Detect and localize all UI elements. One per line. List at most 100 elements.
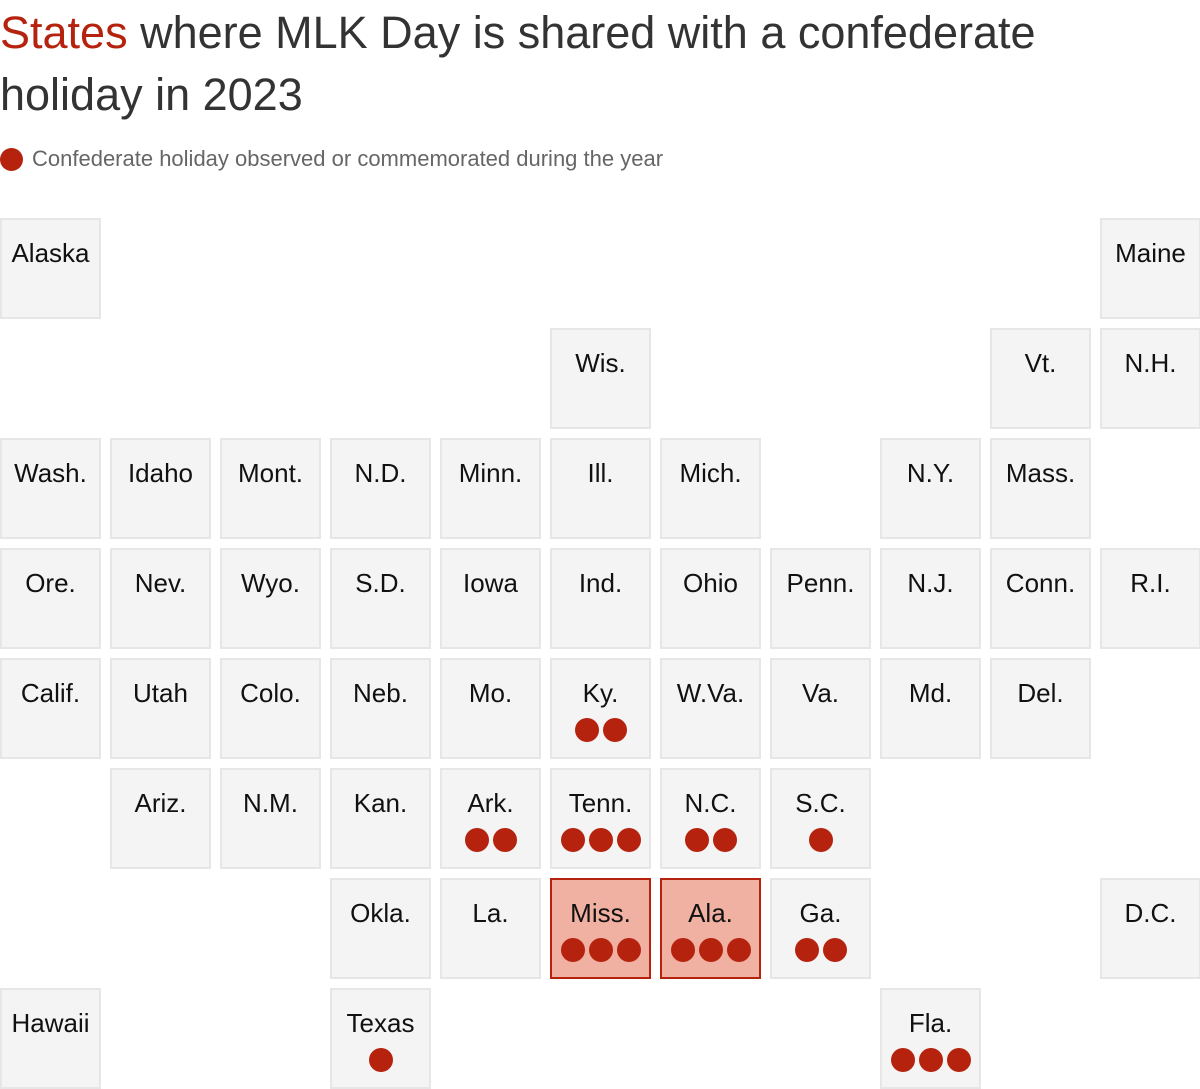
- state-tile: Hawaii: [0, 988, 101, 1089]
- state-tile: Tenn.: [550, 768, 651, 869]
- state-tile: W.Va.: [660, 658, 761, 759]
- holiday-dot: [794, 938, 819, 962]
- state-label: Vt.: [1024, 348, 1057, 378]
- state-tile: N.D.: [330, 438, 431, 539]
- state-tile: Mich.: [660, 438, 761, 539]
- holiday-dot: [574, 718, 599, 742]
- state-tile: Mass.: [990, 438, 1091, 539]
- state-tile: Alaska: [0, 218, 101, 319]
- state-label: Ga.: [799, 898, 842, 928]
- state-tile: Calif.: [0, 658, 101, 759]
- chart-title: States where MLK Day is shared with a co…: [0, 2, 1150, 126]
- state-label: Colo.: [240, 678, 301, 708]
- state-label: Tenn.: [568, 788, 633, 818]
- holiday-dots: [772, 938, 869, 962]
- state-label: Ariz.: [134, 788, 187, 818]
- holiday-dots: [772, 828, 869, 852]
- state-label: Idaho: [127, 458, 194, 488]
- state-tile: Ga.: [770, 878, 871, 979]
- state-label: Ore.: [25, 568, 76, 598]
- state-label: Minn.: [458, 458, 523, 488]
- state-tile: Mont.: [220, 438, 321, 539]
- state-label: Penn.: [786, 568, 855, 598]
- state-tile: N.H.: [1100, 328, 1200, 429]
- state-label: Mich.: [679, 458, 742, 488]
- state-label: N.J.: [907, 568, 954, 598]
- state-tile: Ohio: [660, 548, 761, 649]
- state-label: Kan.: [353, 788, 408, 818]
- holiday-dots: [882, 1048, 979, 1072]
- holiday-dot: [712, 828, 737, 852]
- state-label: R.I.: [1130, 568, 1171, 598]
- holiday-dot: [808, 828, 833, 852]
- state-tile: Okla.: [330, 878, 431, 979]
- state-label: D.C.: [1124, 898, 1177, 928]
- state-tile: R.I.: [1100, 548, 1200, 649]
- title-highlight: States: [0, 7, 128, 58]
- state-label: Mass.: [1005, 458, 1076, 488]
- holiday-dot: [616, 828, 641, 852]
- state-label: Ark.: [467, 788, 514, 818]
- state-tile: Wis.: [550, 328, 651, 429]
- state-tile: Nev.: [110, 548, 211, 649]
- state-tile: Mo.: [440, 658, 541, 759]
- state-label: Fla.: [908, 1008, 953, 1038]
- state-label: Calif.: [20, 678, 81, 708]
- state-label: Hawaii: [11, 1008, 90, 1038]
- state-tile: Ill.: [550, 438, 651, 539]
- state-label: N.H.: [1124, 348, 1177, 378]
- legend-label: Confederate holiday observed or commemor…: [32, 146, 664, 171]
- state-label: Va.: [801, 678, 840, 708]
- state-tile: S.D.: [330, 548, 431, 649]
- holiday-dot: [560, 828, 585, 852]
- state-label: Nev.: [134, 568, 187, 598]
- state-label: Wis.: [575, 348, 626, 378]
- state-tile: N.M.: [220, 768, 321, 869]
- state-tile: N.J.: [880, 548, 981, 649]
- state-label: N.D.: [354, 458, 407, 488]
- holiday-dot: [368, 1048, 393, 1072]
- state-label: Ala.: [688, 898, 733, 928]
- title-rest: where MLK Day is shared with a confedera…: [0, 7, 1036, 120]
- state-label: Del.: [1017, 678, 1064, 708]
- state-tile: Minn.: [440, 438, 541, 539]
- state-tile: S.C.: [770, 768, 871, 869]
- state-tile: Iowa: [440, 548, 541, 649]
- state-tile: Miss.: [550, 878, 651, 979]
- state-tile: Maine: [1100, 218, 1200, 319]
- state-tile: Ariz.: [110, 768, 211, 869]
- holiday-dot: [946, 1048, 971, 1072]
- state-tile: Ind.: [550, 548, 651, 649]
- holiday-dot: [698, 938, 723, 962]
- holiday-dots: [662, 828, 759, 852]
- holiday-dot: [918, 1048, 943, 1072]
- state-tile: Del.: [990, 658, 1091, 759]
- state-tile: Colo.: [220, 658, 321, 759]
- state-label: S.D.: [355, 568, 406, 598]
- holiday-dot: [616, 938, 641, 962]
- state-tile: Fla.: [880, 988, 981, 1089]
- holiday-dot: [726, 938, 751, 962]
- state-label: Wyo.: [241, 568, 300, 598]
- holiday-dot: [684, 828, 709, 852]
- state-label: Ky.: [582, 678, 619, 708]
- legend-dot-icon: [0, 147, 23, 171]
- state-tile: Md.: [880, 658, 981, 759]
- state-label: Mo.: [468, 678, 513, 708]
- state-tile: Ala.: [660, 878, 761, 979]
- holiday-dot: [822, 938, 847, 962]
- holiday-dot: [602, 718, 627, 742]
- state-tile: Wyo.: [220, 548, 321, 649]
- holiday-dot: [890, 1048, 915, 1072]
- legend: Confederate holiday observed or commemor…: [0, 146, 663, 172]
- holiday-dot: [464, 828, 489, 852]
- holiday-dots: [442, 828, 539, 852]
- state-label: Ind.: [578, 568, 623, 598]
- state-tile: Va.: [770, 658, 871, 759]
- state-tile: Neb.: [330, 658, 431, 759]
- state-label: Md.: [908, 678, 953, 708]
- state-label: Iowa: [463, 568, 518, 598]
- state-label: Ill.: [587, 458, 614, 488]
- holiday-dots: [552, 938, 649, 962]
- state-tile: Kan.: [330, 768, 431, 869]
